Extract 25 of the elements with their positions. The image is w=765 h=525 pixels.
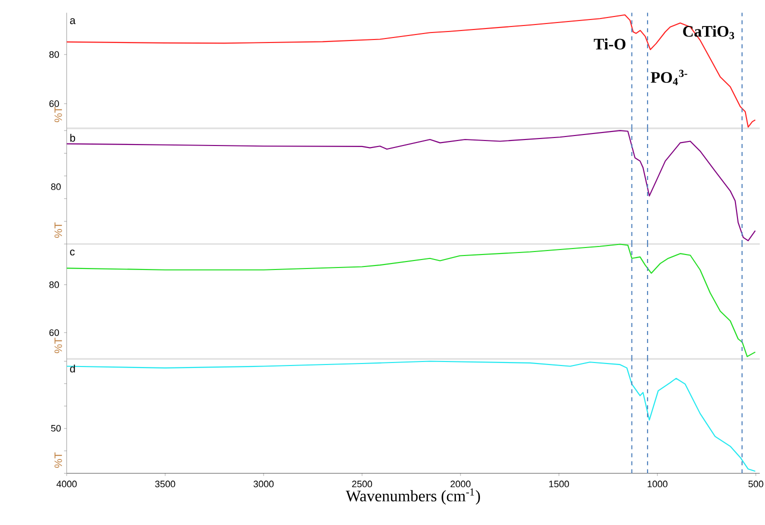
y-axis-title: %T: [54, 106, 62, 122]
annotation: c: [70, 250, 75, 256]
y-axis-title: %T: [54, 222, 62, 238]
x-tick-label: 1500: [549, 480, 569, 488]
x-tick-label: 500: [748, 480, 764, 488]
y-tick-label: 80: [49, 281, 59, 288]
y-axis-title: %T: [54, 452, 62, 468]
x-tick-label: 2500: [352, 480, 372, 488]
line-series: [66, 244, 756, 358]
y-axis-title: %T: [54, 338, 62, 354]
x-axis-title: Wavenumbers (cm$^{-1}$): [346, 488, 480, 505]
line-series: [66, 14, 756, 128]
x-tick-label: 1000: [648, 480, 668, 488]
text: 50: [51, 424, 61, 432]
x-tick-label: 4000: [56, 480, 77, 488]
y-tick-label: 80: [49, 51, 59, 58]
ref-line-label: Ti-O: [594, 38, 626, 50]
y-tick-label: 60: [49, 100, 59, 107]
annotation: a: [70, 18, 76, 24]
x-tick-label: 3000: [254, 480, 274, 488]
ref-line-label: PO$_{4}$3-: [650, 70, 688, 86]
x-tick-label: 3500: [155, 480, 176, 488]
y-tick-label: 60: [49, 329, 59, 336]
x-tick-label: 2000: [450, 480, 471, 488]
annotation: b: [70, 134, 76, 142]
